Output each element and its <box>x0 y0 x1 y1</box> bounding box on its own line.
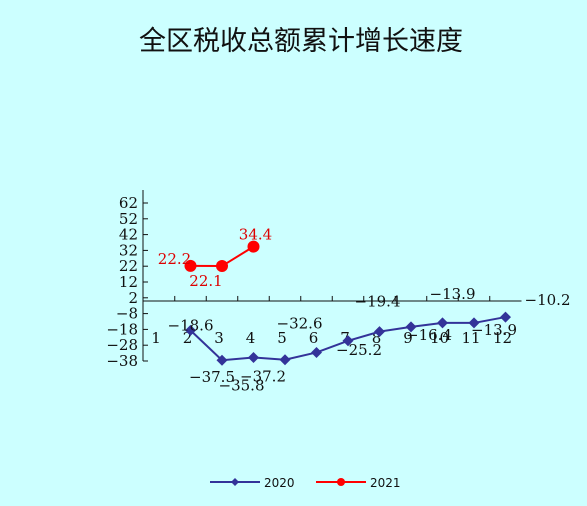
y-tick-label: 62 <box>119 194 138 212</box>
x-tick-label: 6 <box>309 329 319 347</box>
data-point-2020 <box>311 346 322 358</box>
data-label-2020: −35.8 <box>219 377 265 395</box>
x-tick-label: 4 <box>246 329 256 347</box>
y-tick-label: −38 <box>106 352 138 370</box>
x-tick-label: 8 <box>372 329 382 347</box>
y-tick-label: 12 <box>119 273 138 291</box>
x-tick-label: 9 <box>403 329 413 347</box>
y-tick-label: 42 <box>119 226 138 244</box>
data-point-2020 <box>279 354 291 366</box>
legend: 2020 2021 <box>210 476 401 490</box>
data-point-2021 <box>247 240 260 253</box>
data-point-2020 <box>468 317 480 329</box>
data-label-2021: 34.4 <box>239 226 272 244</box>
data-point-2021 <box>216 260 228 273</box>
data-label-2020: −16.4 <box>406 326 452 344</box>
x-tick-label: 10 <box>430 329 449 347</box>
x-tick-label: 7 <box>340 329 350 347</box>
data-labels: −18.6 −37.5−35.8−37.2 −32.6 −25.2 −19.4 −16.4… <box>158 226 571 395</box>
data-point-2020 <box>185 324 196 336</box>
series-points <box>184 240 511 366</box>
data-point-2020 <box>342 335 354 347</box>
y-tick-label: 22 <box>119 257 138 275</box>
data-label-2020: −10.2 <box>525 291 571 309</box>
x-tick-label: 2 <box>183 329 193 347</box>
data-label-2020: −37.2 <box>240 368 286 386</box>
data-point-2020 <box>248 352 259 364</box>
data-label-2020: −37.5 <box>189 368 235 386</box>
data-label-2021: 22.2 <box>158 250 191 268</box>
data-point-2020 <box>374 326 385 338</box>
data-point-2020 <box>216 354 228 366</box>
chart-title: 全区税收总额累计增长速度 <box>139 26 463 57</box>
data-point-2020 <box>405 321 417 333</box>
data-label-2020: −32.6 <box>277 314 323 332</box>
data-point-2020 <box>437 317 448 329</box>
data-point-2020 <box>500 311 511 323</box>
y-tick-label: −28 <box>106 336 138 354</box>
data-label-2021: 22.1 <box>189 272 222 290</box>
legend-label-2021: 2021 <box>370 476 401 490</box>
data-label-2020: −25.2 <box>336 341 382 359</box>
data-label-2020: −19.4 <box>355 293 401 311</box>
x-tick-label: 5 <box>277 329 287 347</box>
legend-label-2020: 2020 <box>264 476 295 490</box>
data-point-2021 <box>184 259 197 272</box>
y-tick-label: 32 <box>119 241 138 259</box>
legend-marker-2021 <box>337 478 345 486</box>
y-tick-label: 2 <box>128 289 138 307</box>
y-tick-label: −18 <box>106 320 138 338</box>
x-tick-label: 11 <box>461 329 480 347</box>
y-tick-label: 52 <box>119 210 138 228</box>
x-tick-label: 1 <box>151 329 161 347</box>
x-tick-label: 3 <box>214 329 224 347</box>
data-label-2020: −18.6 <box>168 316 214 334</box>
data-label-2020: −13.9 <box>471 321 517 339</box>
legend-marker-2020 <box>231 478 239 486</box>
y-tick-label: −8 <box>116 305 138 323</box>
data-label-2020: −13.9 <box>430 285 476 303</box>
x-tick-label: 12 <box>493 329 512 347</box>
